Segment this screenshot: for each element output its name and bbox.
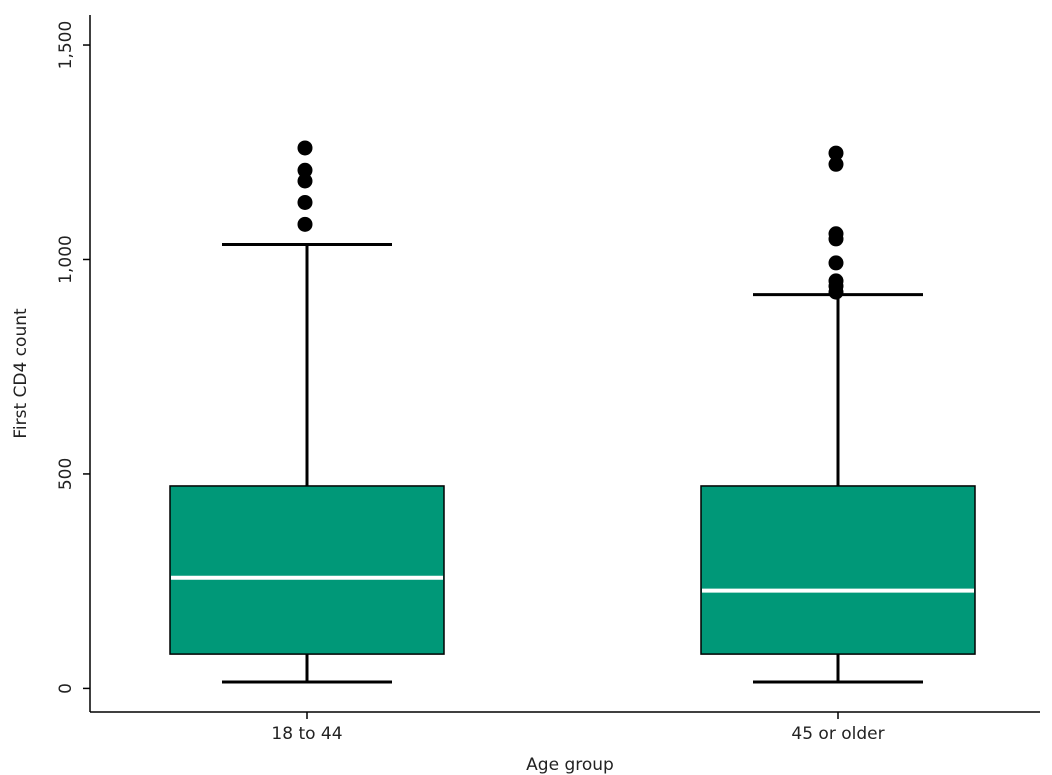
y-tick-label: 0 xyxy=(56,683,76,694)
outlier-point xyxy=(828,255,844,271)
y-tick-label: 500 xyxy=(56,458,76,490)
iqr-box xyxy=(169,485,445,655)
x-axis-title: Age group xyxy=(526,755,614,775)
iqr-box xyxy=(700,485,976,655)
outlier-point xyxy=(828,273,844,289)
y-axis: 0 500 1,000 1,500 xyxy=(56,15,91,712)
x-tick-label: 18 to 44 xyxy=(271,724,342,744)
outlier-point xyxy=(828,145,844,161)
outlier-point xyxy=(828,156,844,172)
y-axis-title: First CD4 count xyxy=(11,308,31,439)
outlier-point xyxy=(297,140,313,156)
outlier-point xyxy=(297,173,313,189)
y-tick-label: 1,500 xyxy=(56,21,76,70)
outlier-point xyxy=(297,194,313,210)
boxes-layer xyxy=(169,140,976,684)
outlier-point xyxy=(828,226,844,242)
box-group xyxy=(700,145,976,684)
x-tick-label: 45 or older xyxy=(791,724,884,744)
outlier-point xyxy=(297,162,313,178)
box-group xyxy=(169,140,445,684)
x-axis: 18 to 44 45 or older xyxy=(90,711,1040,744)
y-tick-label: 1,000 xyxy=(56,235,76,284)
outlier-point xyxy=(297,216,313,232)
